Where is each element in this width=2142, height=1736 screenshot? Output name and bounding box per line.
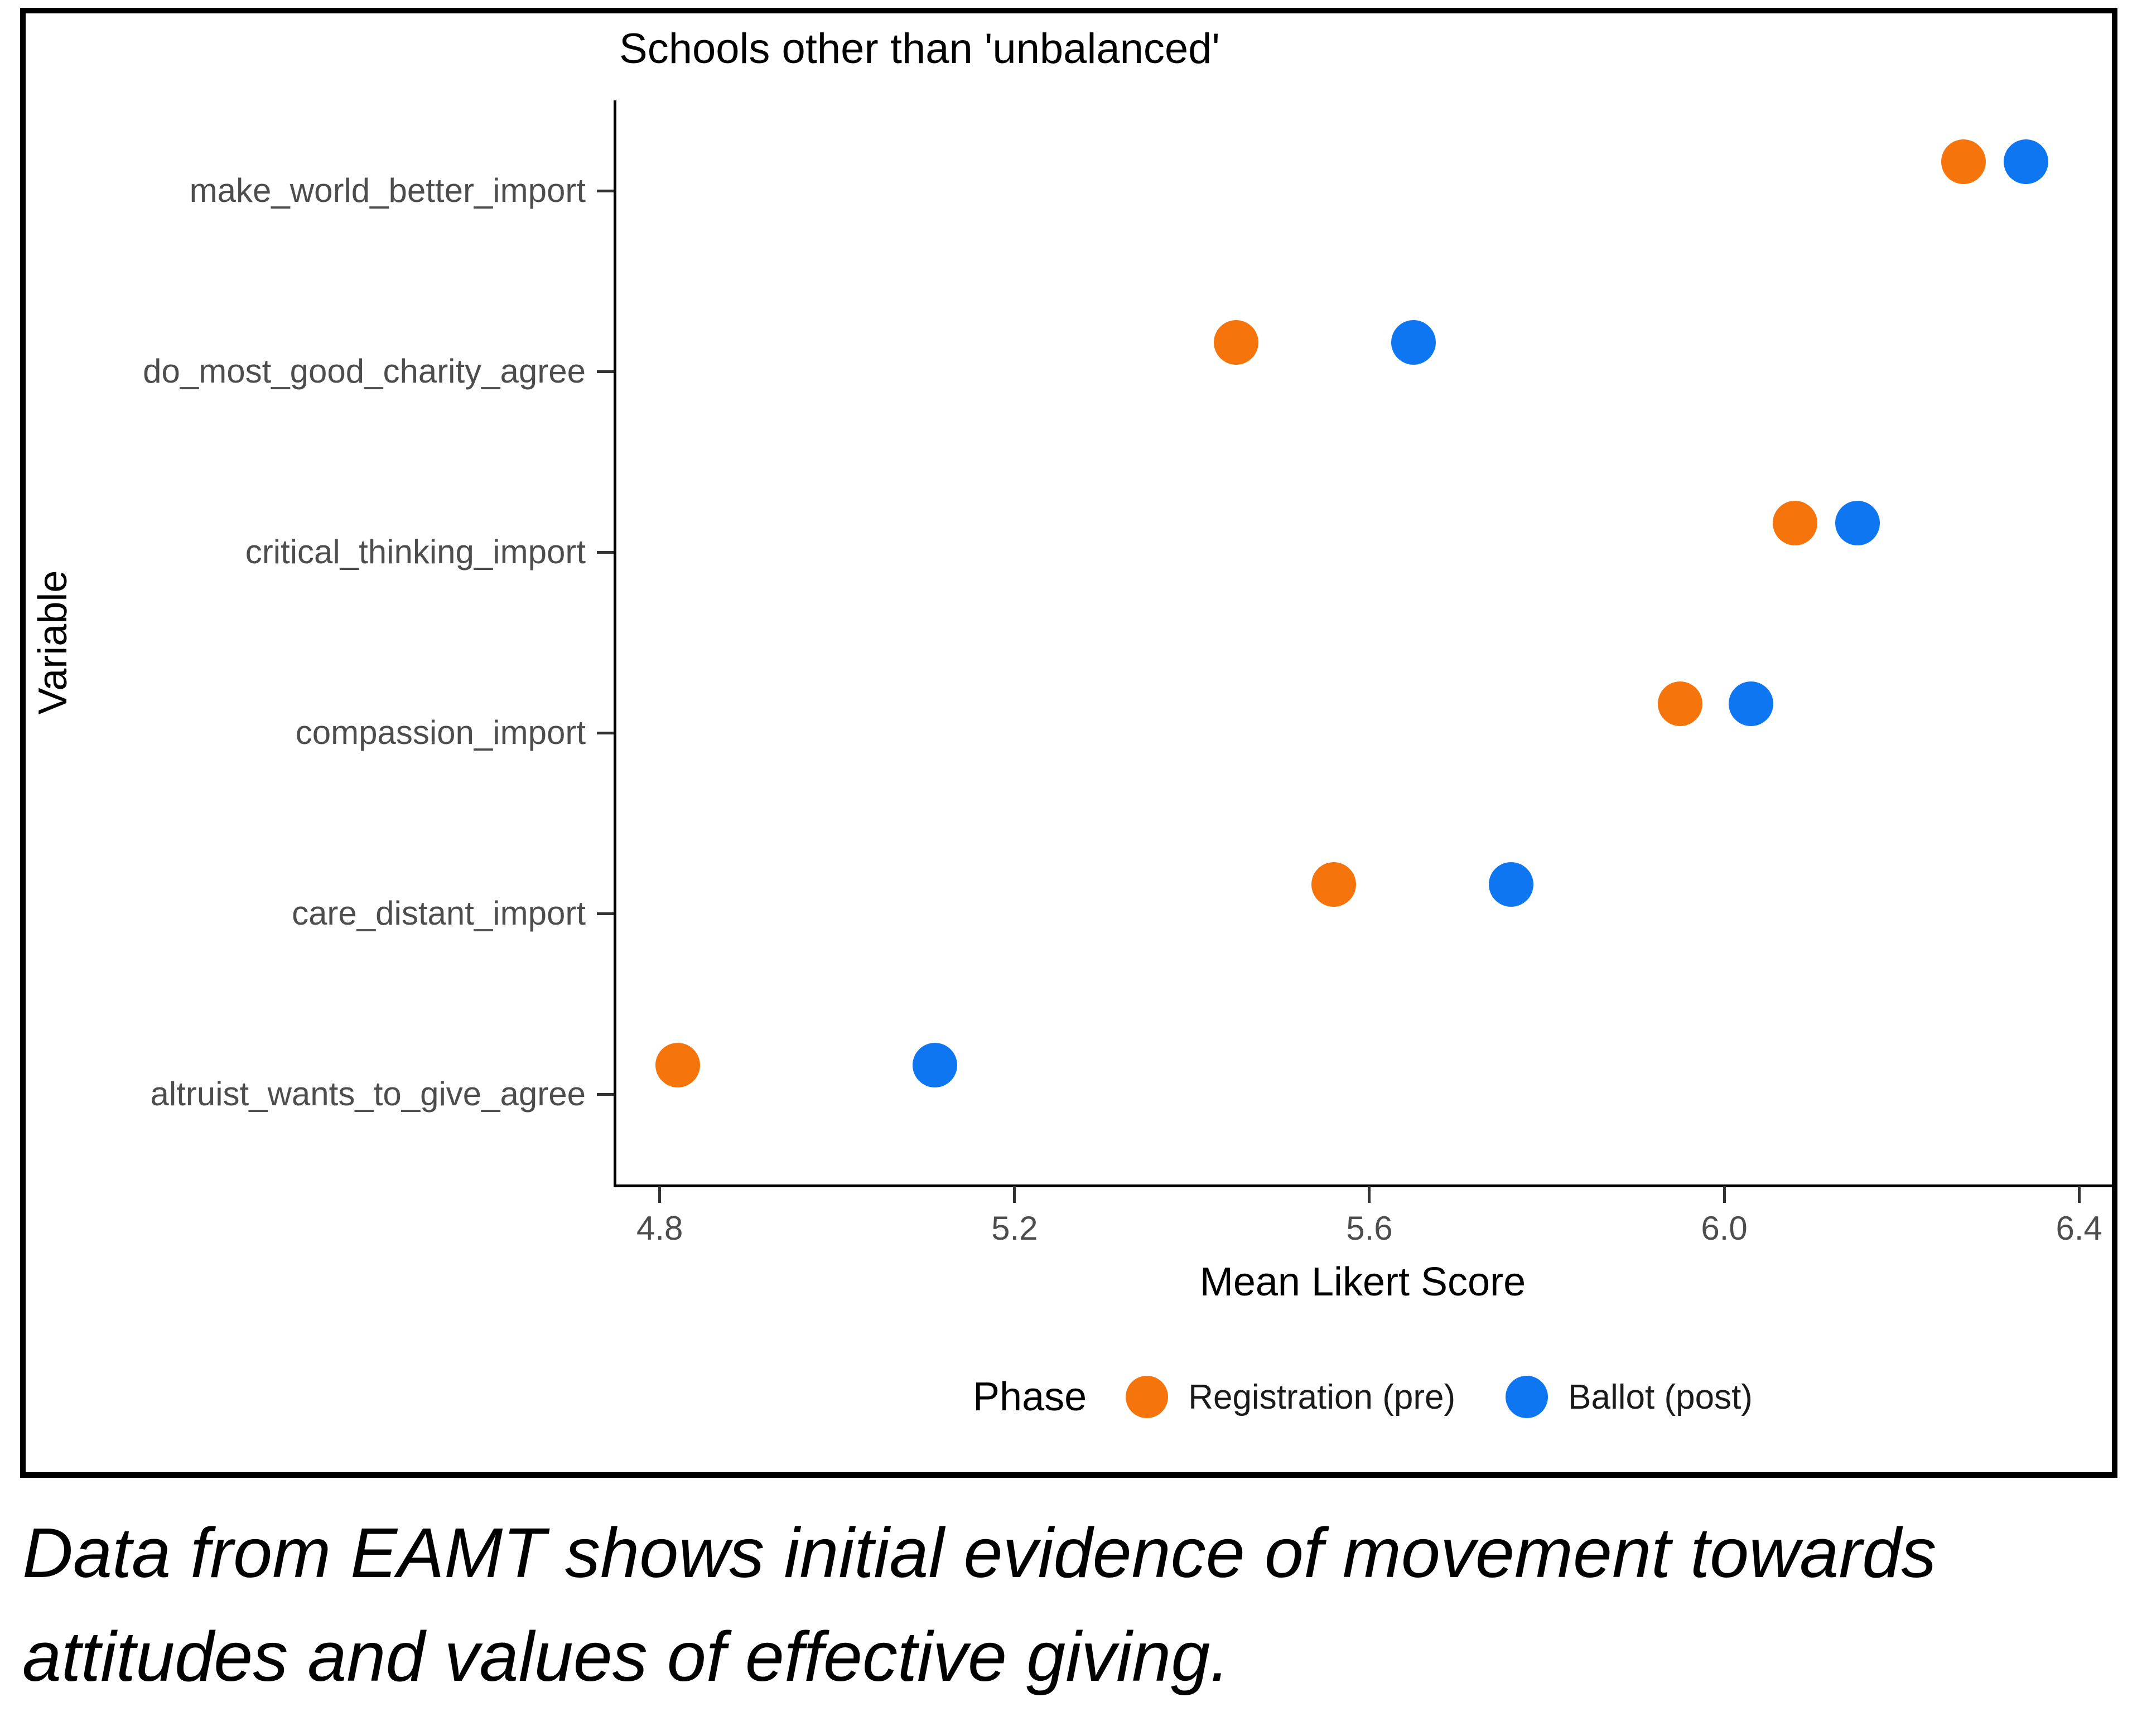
legend-entry: Ballot (post) (1506, 1376, 1753, 1418)
legend-entry: Registration (pre) (1126, 1376, 1455, 1418)
data-point-registration-pre-critical_thinking_import (1773, 501, 1818, 545)
legend-swatch-icon (1126, 1376, 1169, 1418)
data-point-ballot-post-compassion_import (1728, 681, 1773, 726)
y-tick-label: compassion_import (295, 714, 586, 751)
data-point-registration-pre-compassion_import (1657, 681, 1702, 726)
x-tick-mark (1013, 1186, 1016, 1203)
x-tick-mark (2077, 1186, 2081, 1203)
data-point-ballot-post-make_world_better_import (2003, 139, 2048, 184)
legend-item-label: Ballot (post) (1568, 1377, 1753, 1416)
data-point-registration-pre-do_most_good_charity_agree (1214, 320, 1259, 365)
x-tick-mark (1723, 1186, 1726, 1203)
x-tick-label: 6.0 (1701, 1210, 1748, 1247)
plot-title: Schools other than 'unbalanced' (619, 25, 1220, 72)
data-point-ballot-post-care_distant_import (1489, 862, 1534, 907)
data-point-ballot-post-altruist_wants_to_give_agree (912, 1043, 957, 1087)
caption-line-2: attitudes and values of effective giving… (22, 1617, 1230, 1696)
caption-line-1: Data from EAMT shows initial evidence of… (22, 1513, 1937, 1592)
data-point-registration-pre-care_distant_import (1311, 862, 1357, 907)
y-tick-label: critical_thinking_import (245, 533, 586, 570)
y-tick-mark (597, 1092, 614, 1096)
figure-caption: Data from EAMT shows initial evidence of… (22, 1501, 2125, 1709)
x-tick-mark (1368, 1186, 1371, 1203)
data-point-ballot-post-critical_thinking_import (1835, 501, 1880, 545)
y-tick-mark (597, 550, 614, 554)
x-tick-label: 5.6 (1346, 1210, 1393, 1247)
y-tick-label: make_world_better_import (189, 172, 586, 209)
data-point-registration-pre-altruist_wants_to_give_agree (655, 1043, 700, 1087)
plot-panel (614, 100, 2115, 1187)
y-tick-mark (597, 912, 614, 915)
data-point-ballot-post-do_most_good_charity_agree (1391, 320, 1436, 365)
x-tick-label: 4.8 (636, 1210, 683, 1247)
data-point-registration-pre-make_world_better_import (1941, 139, 1986, 184)
x-tick-label: 6.4 (2056, 1210, 2102, 1247)
y-tick-label: do_most_good_charity_agree (143, 352, 586, 390)
y-tick-mark (597, 370, 614, 373)
chart-border-box: Schools other than 'unbalanced' (20, 8, 2117, 1478)
y-tick-mark (597, 731, 614, 734)
x-axis-title: Mean Likert Score (1199, 1260, 1526, 1304)
legend: Phase Registration (pre) Ballot (post) (614, 1365, 2112, 1429)
y-tick-label: altruist_wants_to_give_agree (150, 1075, 586, 1113)
y-tick-label: care_distant_import (292, 894, 586, 932)
legend-items: Registration (pre) Ballot (post) (1126, 1376, 1753, 1418)
y-axis-title: Variable (31, 570, 75, 715)
x-tick-label: 5.2 (991, 1210, 1038, 1247)
x-tick-mark (658, 1186, 662, 1203)
legend-item-label: Registration (pre) (1188, 1377, 1456, 1416)
y-tick-mark (597, 189, 614, 192)
legend-swatch-icon (1506, 1376, 1548, 1418)
legend-title: Phase (973, 1375, 1087, 1419)
